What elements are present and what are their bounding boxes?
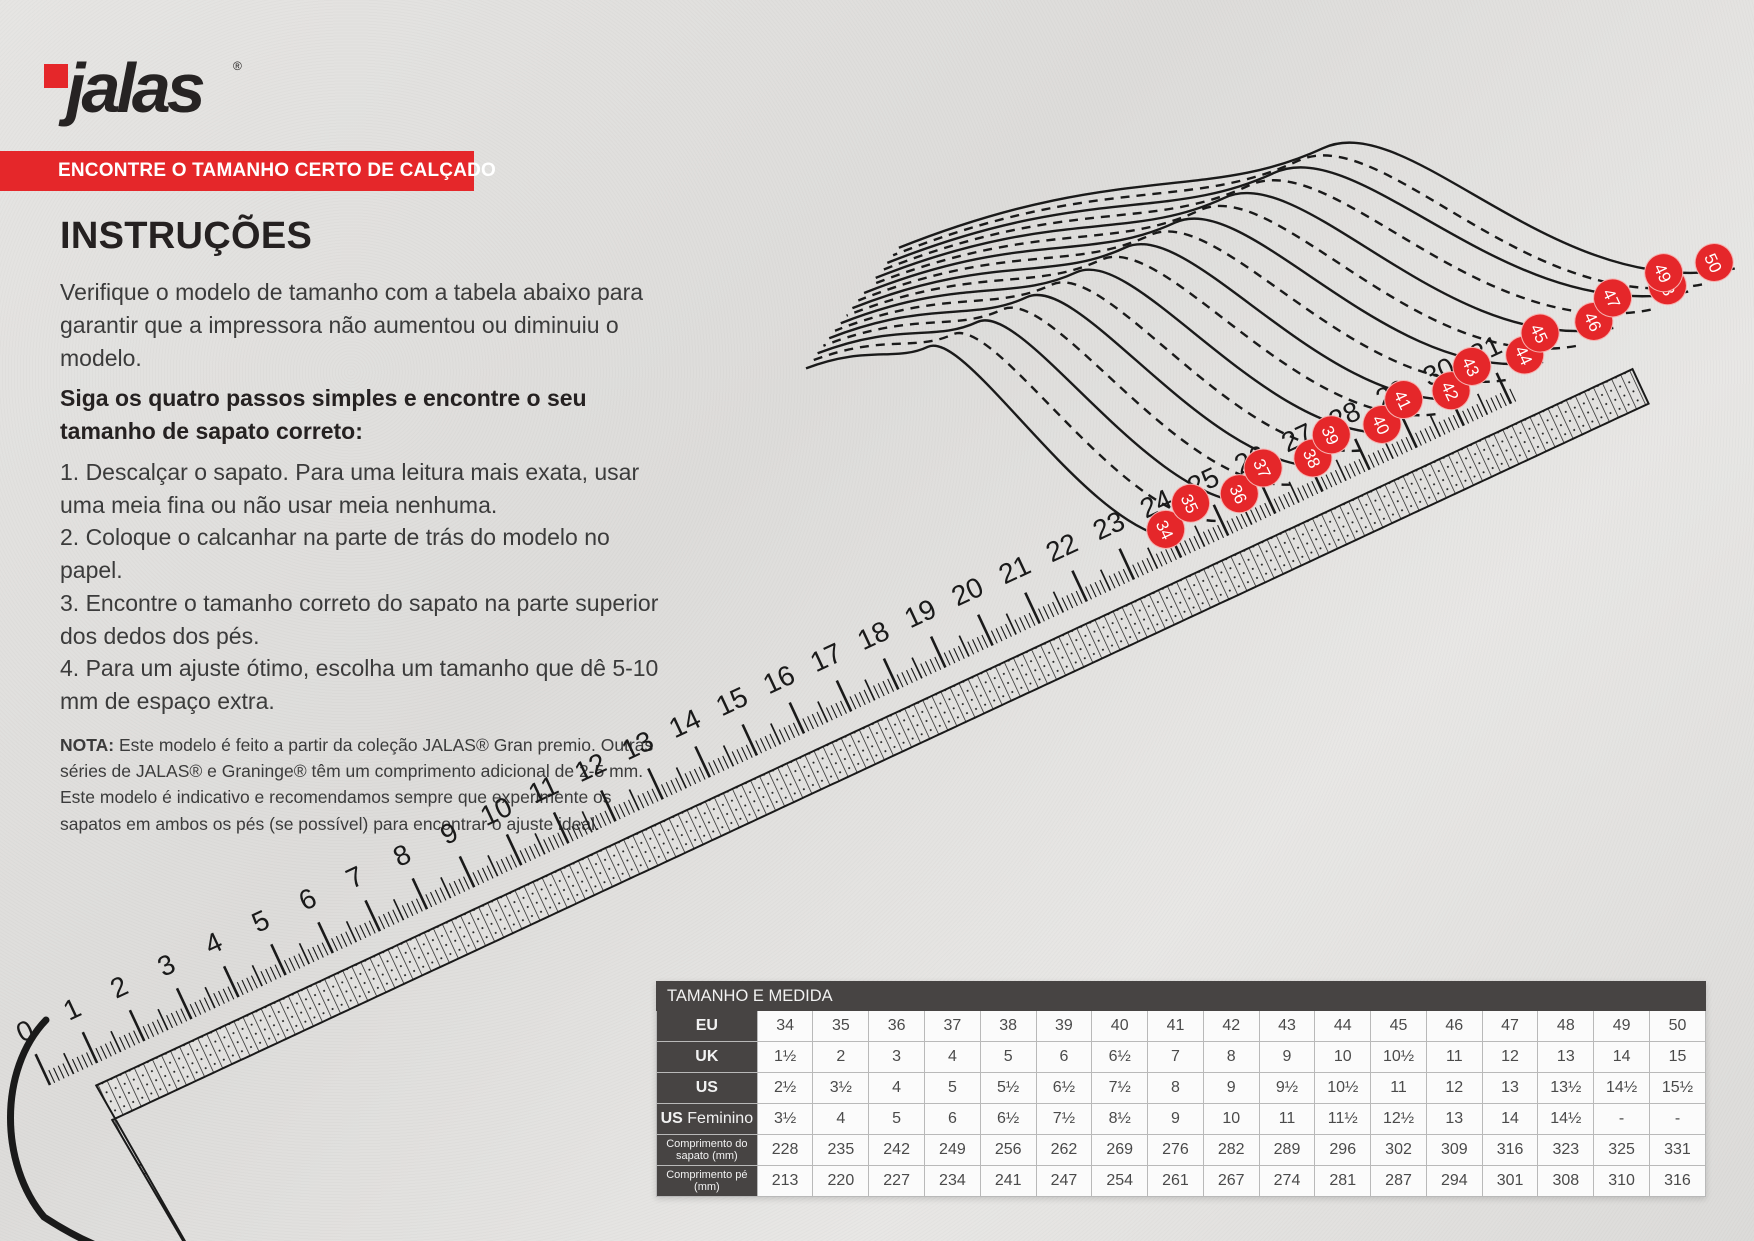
svg-text:9: 9: [435, 816, 462, 851]
svg-text:18: 18: [853, 615, 894, 656]
svg-text:14: 14: [664, 703, 705, 744]
svg-text:5: 5: [247, 904, 274, 939]
svg-text:1: 1: [58, 992, 85, 1027]
svg-text:12: 12: [570, 747, 611, 788]
svg-text:4: 4: [200, 926, 227, 961]
svg-text:7: 7: [341, 860, 368, 895]
svg-text:17: 17: [805, 637, 846, 678]
svg-text:20: 20: [947, 571, 988, 612]
svg-text:16: 16: [758, 659, 799, 700]
svg-text:21: 21: [994, 549, 1035, 590]
svg-text:3: 3: [153, 948, 180, 983]
svg-text:23: 23: [1088, 505, 1129, 546]
svg-text:6: 6: [294, 882, 321, 917]
svg-text:11: 11: [524, 769, 563, 809]
svg-text:10: 10: [475, 791, 516, 832]
svg-text:2: 2: [105, 970, 132, 1005]
svg-text:19: 19: [900, 593, 941, 634]
svg-text:8: 8: [388, 838, 415, 873]
svg-text:15: 15: [711, 681, 752, 722]
svg-text:13: 13: [617, 725, 658, 766]
svg-text:22: 22: [1041, 527, 1082, 568]
